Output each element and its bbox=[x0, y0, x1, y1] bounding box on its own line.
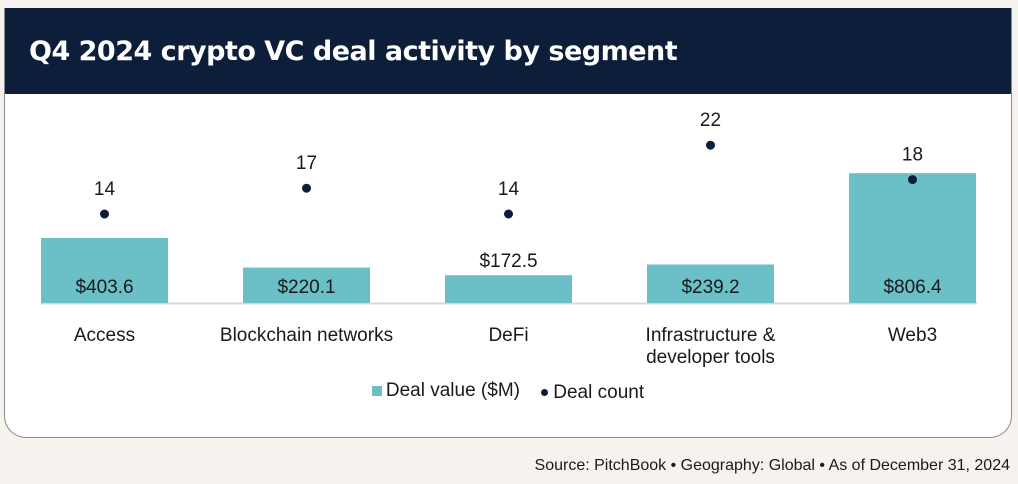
legend-label-deal-count: Deal count bbox=[553, 381, 645, 403]
dot-deal-count bbox=[908, 175, 917, 185]
bar-deal-value bbox=[243, 267, 370, 303]
x-tick-label: Access bbox=[74, 325, 135, 346]
legend: Deal value ($M) Deal count bbox=[5, 380, 1011, 404]
legend-item-deal-value: Deal value ($M) bbox=[371, 380, 520, 402]
x-tick-label: developer tools bbox=[646, 347, 775, 368]
legend-item-deal-count: Deal count bbox=[541, 382, 644, 404]
x-tick-label: Infrastructure & bbox=[646, 325, 776, 346]
bar-value-label: $403.6 bbox=[75, 277, 133, 298]
bar-deal-value bbox=[41, 238, 168, 303]
bar-value-label: $172.5 bbox=[479, 251, 537, 272]
bar-deal-value bbox=[849, 173, 976, 303]
chart-title: Q4 2024 crypto VC deal activity by segme… bbox=[29, 36, 678, 67]
chart-header: Q4 2024 crypto VC deal activity by segme… bbox=[5, 8, 1011, 94]
chart-plot: $403.6 14 Access $220.1 17 Blockchain network… bbox=[41, 110, 977, 368]
bar-deal-value bbox=[647, 264, 774, 303]
x-tick-label: Web3 bbox=[888, 325, 937, 346]
dot-count-label: 17 bbox=[296, 153, 317, 174]
x-tick-label: Blockchain networks bbox=[220, 325, 393, 346]
dot-deal-count bbox=[706, 140, 715, 150]
chart-card: Q4 2024 crypto VC deal activity by segme… bbox=[4, 8, 1012, 438]
dot-count-label: 14 bbox=[94, 179, 116, 200]
dot-count-label: 22 bbox=[700, 110, 721, 131]
legend-label-deal-value: Deal value ($M) bbox=[385, 380, 520, 401]
dot-deal-count bbox=[504, 209, 513, 219]
bar-deal-value bbox=[445, 275, 572, 303]
dot-deal-count bbox=[302, 183, 311, 193]
dot-count-label: 18 bbox=[902, 145, 923, 166]
legend-bar-swatch-icon bbox=[371, 386, 382, 396]
source-note: Source: PitchBook • Geography: Global • … bbox=[534, 457, 1010, 474]
bar-value-label: $239.2 bbox=[681, 277, 739, 298]
bar-value-label: $806.4 bbox=[883, 277, 942, 298]
x-tick-label: DeFi bbox=[488, 325, 528, 346]
bar-value-label: $220.1 bbox=[277, 277, 335, 298]
dot-count-label: 14 bbox=[498, 179, 520, 200]
legend-dot-swatch-icon bbox=[541, 389, 549, 396]
dot-deal-count bbox=[100, 209, 109, 219]
